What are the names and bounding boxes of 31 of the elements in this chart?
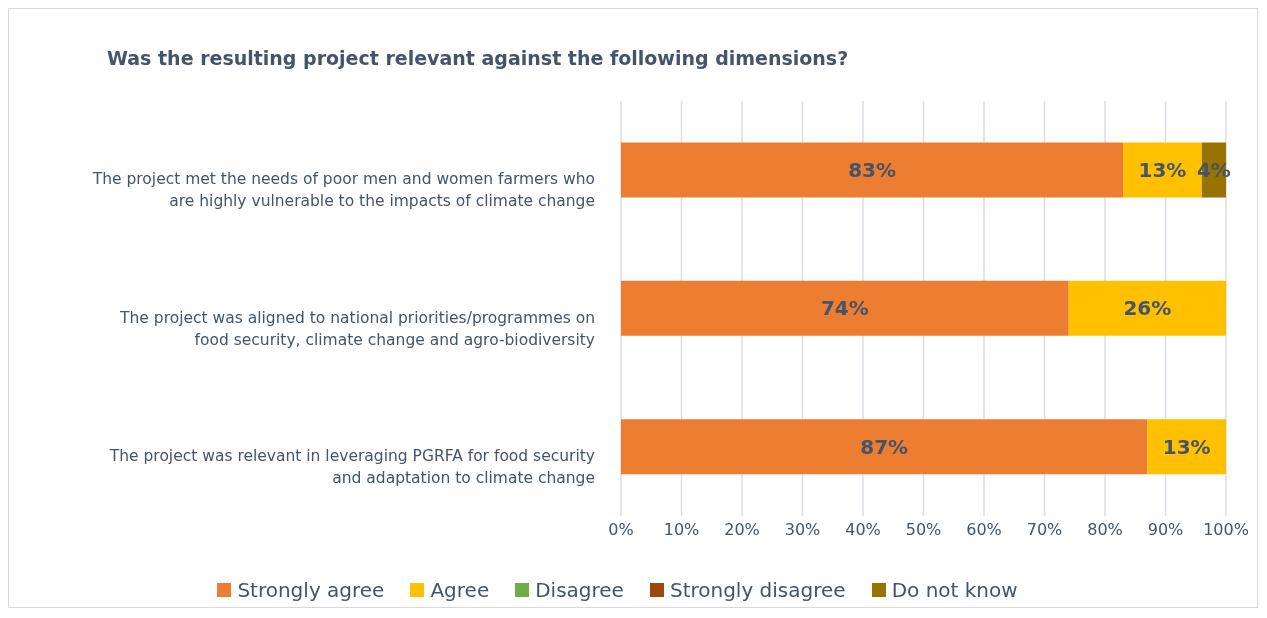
legend-label: Do not know — [890, 578, 1018, 602]
data-label: 13% — [1138, 158, 1187, 182]
bar — [1147, 419, 1226, 475]
legend-label: Disagree — [534, 578, 624, 602]
legend-label: Agree — [429, 578, 490, 602]
x-tick-label: 70% — [1026, 520, 1063, 540]
x-tick-label: 0% — [608, 520, 634, 540]
bar — [1068, 280, 1226, 336]
data-label: 74% — [820, 296, 869, 321]
x-tick-label: 100% — [1203, 520, 1249, 540]
x-tick-label: 20% — [724, 520, 760, 540]
y-tick-label: The project met the needs of poor men and women farmers who are highly vulnerable to the impacts of climate change — [91, 170, 595, 211]
legend-label: Strongly disagree — [668, 578, 846, 602]
y-tick-label: The project was aligned to national priorities/programmes on food security, climate change and agro-biodiversity — [119, 308, 595, 349]
data-label: 26% — [1123, 296, 1172, 321]
legend-label: Strongly agree — [236, 578, 385, 602]
x-tick-label: 10% — [663, 520, 700, 540]
x-tick-label: 80% — [1087, 520, 1123, 540]
data-label: 87% — [860, 434, 909, 459]
bar — [621, 142, 1124, 198]
x-tick-label: 40% — [845, 520, 881, 540]
x-tick-label: 30% — [784, 520, 821, 540]
bar — [621, 280, 1069, 336]
data-label: 83% — [848, 158, 897, 182]
bar — [621, 419, 1148, 475]
x-tick-label: 50% — [905, 520, 942, 540]
data-label: 13% — [1162, 434, 1211, 459]
y-tick-label: The project was relevant in leveraging PGRFA for food security and adaptation to climate change — [108, 446, 595, 487]
x-tick-label: 90% — [1147, 520, 1184, 540]
chart-title: Was the resulting project relevant against the following dimensions? — [107, 47, 849, 69]
x-tick-label: 60% — [966, 520, 1002, 540]
